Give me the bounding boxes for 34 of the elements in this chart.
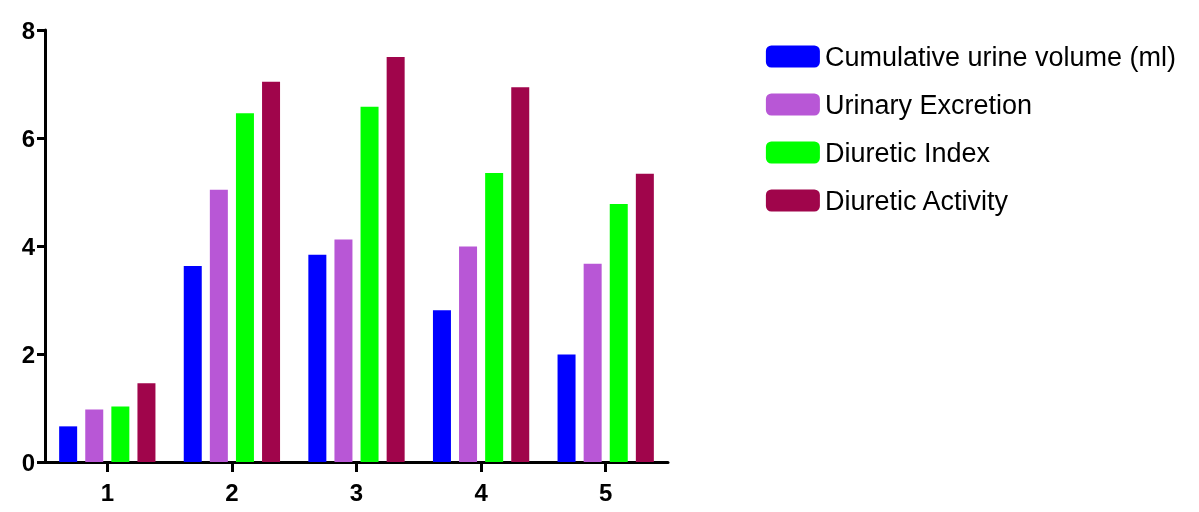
y-tick-label: 4 xyxy=(21,232,36,260)
bar xyxy=(183,265,202,462)
x-tick-label: 4 xyxy=(474,478,489,506)
bar xyxy=(137,383,156,462)
bar xyxy=(432,310,451,462)
bar xyxy=(262,81,281,462)
x-tick-label: 1 xyxy=(100,478,114,506)
y-tick-label: 0 xyxy=(21,448,35,476)
x-tick-label: 5 xyxy=(599,478,613,506)
bar xyxy=(59,426,78,462)
bar xyxy=(459,246,478,462)
x-tick-label: 2 xyxy=(225,478,239,506)
bar xyxy=(511,87,530,462)
legend-label: Cumulative urine volume (ml) xyxy=(824,41,1176,72)
bar xyxy=(485,173,504,462)
bar xyxy=(111,406,130,462)
bar xyxy=(609,203,628,462)
bar xyxy=(235,113,254,462)
bar xyxy=(386,57,405,462)
bar xyxy=(360,106,379,462)
legend-label: Diuretic Index xyxy=(824,137,991,168)
bar xyxy=(583,263,602,462)
bar xyxy=(635,173,654,462)
y-tick-label: 2 xyxy=(21,340,35,368)
y-tick-label: 6 xyxy=(21,124,35,152)
bar xyxy=(308,254,327,462)
y-tick-label: 8 xyxy=(21,16,35,44)
bar xyxy=(85,409,104,462)
x-tick-label: 3 xyxy=(349,478,364,506)
bar xyxy=(334,239,353,462)
legend-label: Diuretic Activity xyxy=(824,185,1009,216)
bar xyxy=(209,189,228,462)
legend-label: Urinary Excretion xyxy=(824,89,1032,120)
bar xyxy=(557,354,576,462)
